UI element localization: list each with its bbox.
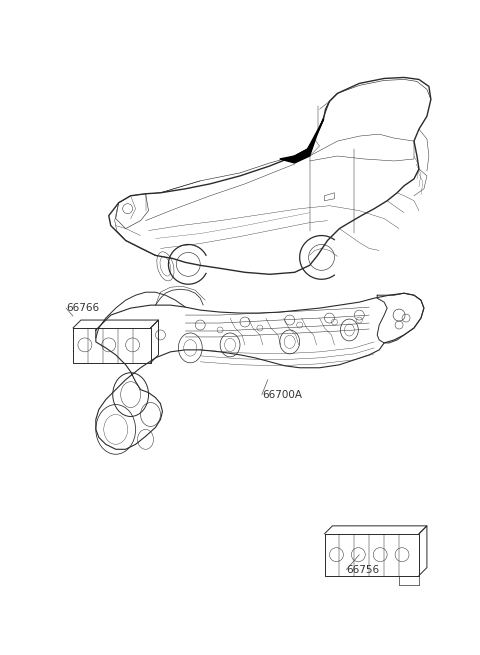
Text: 66766: 66766 <box>66 303 99 313</box>
Text: 66756: 66756 <box>347 565 380 574</box>
Text: 66700A: 66700A <box>262 390 302 400</box>
Polygon shape <box>280 119 324 163</box>
